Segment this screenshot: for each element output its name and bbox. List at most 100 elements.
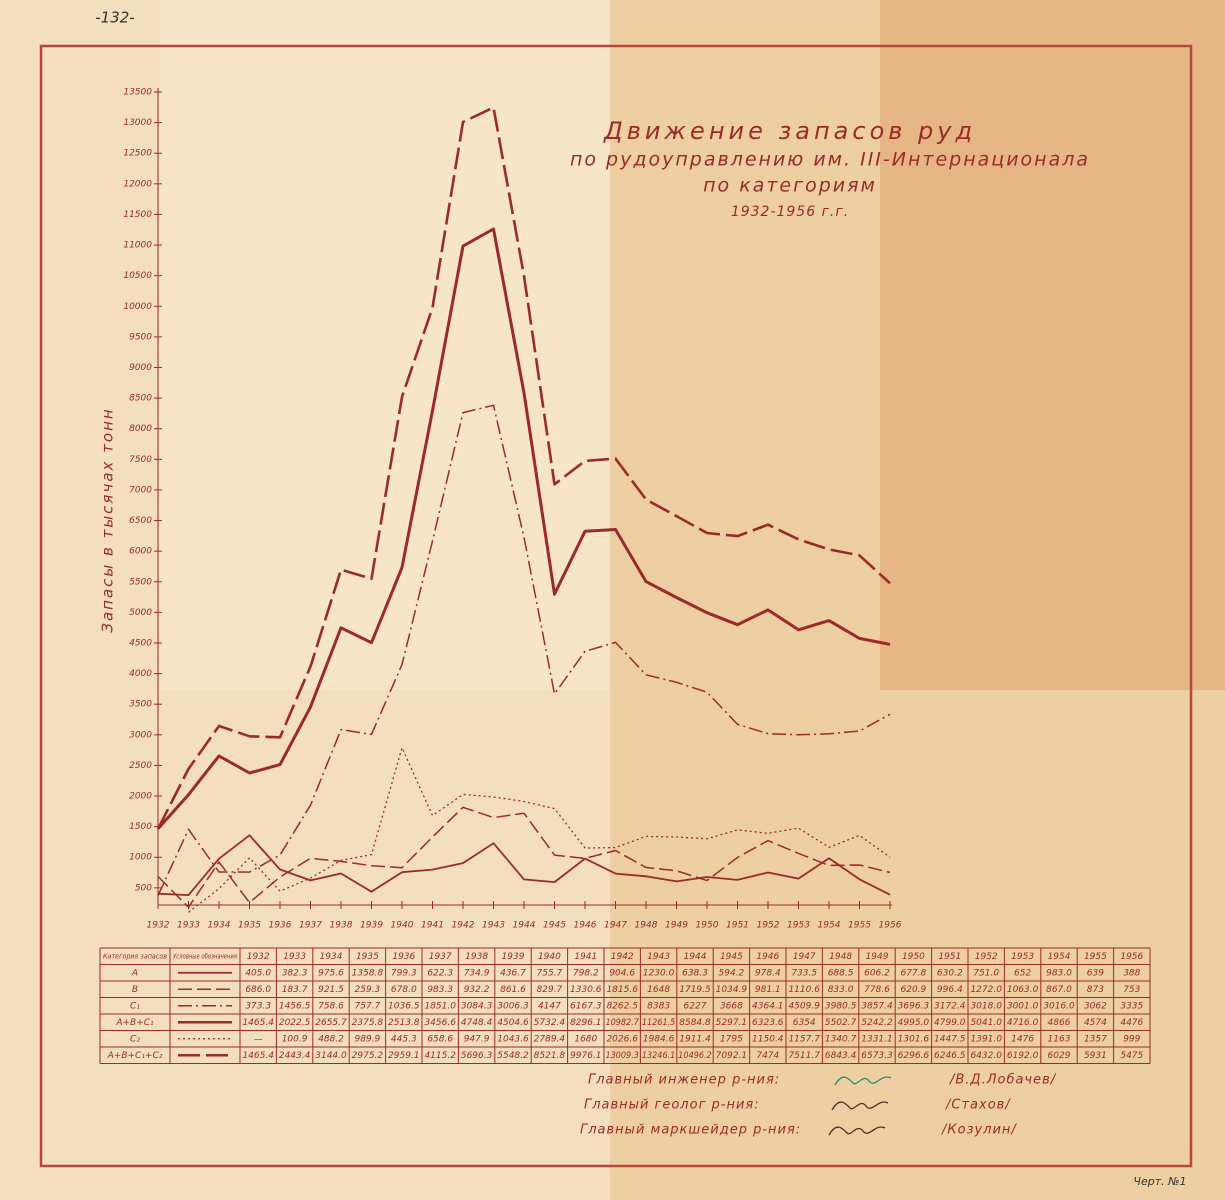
table-cell: 3084.3: [461, 1001, 493, 1011]
table-cell: 3018.0: [970, 1001, 1002, 1011]
table-cell: 921.5: [318, 985, 344, 995]
y-tick-label: 8000: [129, 424, 152, 434]
table-cell: 3696.3: [898, 1001, 930, 1011]
legend-label: C₁: [130, 1001, 140, 1011]
table-cell: 3668: [720, 1001, 743, 1011]
table-cell: 1911.4: [679, 1034, 711, 1044]
signatures: Главный инженер р-ния: /В.Д.Лобачев/Главн…: [580, 1073, 1056, 1138]
plot: 500 1000 1500 2000 2500 3000 3500 4000 4500 5000 5…: [123, 88, 901, 931]
x-tick-label: 1955: [848, 921, 871, 931]
table-cell: 1358.8: [352, 968, 384, 978]
table-cell: 8383: [647, 1001, 670, 1011]
series-line: [157, 404, 891, 896]
table-year: 1956: [1120, 952, 1143, 962]
table-cell: 5502.7: [825, 1018, 857, 1028]
signature-role: Главный инженер р-ния:: [588, 1073, 780, 1088]
chart-subtitle: по категориям: [703, 175, 877, 197]
y-axis-label: Запасы в тысячах тонн: [99, 407, 117, 632]
table-cell: 677.8: [901, 968, 927, 978]
y-tick-label: 8500: [129, 394, 152, 404]
legend-label: A+B+C₁: [115, 1018, 154, 1028]
table-cell: 1110.6: [788, 985, 820, 995]
x-tick-label: 1933: [177, 921, 200, 931]
table-cell: 2443.4: [279, 1051, 311, 1061]
table-cell: 829.7: [537, 985, 563, 995]
table-cell: 751.0: [973, 968, 999, 978]
table-year: 1949: [866, 952, 889, 962]
table-year: 1950: [902, 952, 925, 962]
table-year: 1937: [429, 952, 452, 962]
table-cell: 6029: [1048, 1051, 1071, 1061]
table-cell: 4574: [1084, 1018, 1107, 1028]
table-year: 1933: [283, 952, 306, 962]
table-cell: 4716.0: [1007, 1018, 1039, 1028]
sheet-number: Черт. №1: [1133, 1175, 1186, 1188]
table-cell: 1340.7: [825, 1034, 857, 1044]
table-cell: 4115.2: [424, 1051, 456, 1061]
table-cell: 2375.8: [352, 1018, 384, 1028]
table-cell: 6227: [684, 1001, 707, 1011]
table-cell: 6296.6: [898, 1051, 930, 1061]
x-tick-label: 1938: [330, 921, 353, 931]
table-cell: 904.6: [609, 968, 635, 978]
table-cell: 7474: [756, 1051, 779, 1061]
table-cell: 405.0: [245, 968, 271, 978]
table-cell: 3062: [1084, 1001, 1107, 1011]
y-tick-label: 11500: [123, 210, 152, 220]
table-cell: 983.0: [1046, 968, 1072, 978]
table-cell: 2026.6: [606, 1034, 638, 1044]
table-year: 1943: [647, 952, 670, 962]
table-cell: 1063.0: [1007, 985, 1039, 995]
table-year: 1947: [793, 952, 816, 962]
table-cell: 753: [1123, 985, 1140, 995]
table-cell: 3172.4: [934, 1001, 966, 1011]
table-year: 1948: [829, 952, 852, 962]
table-cell: 4995.0: [898, 1018, 930, 1028]
y-tick-label: 4500: [129, 638, 152, 648]
table-cell: 1815.6: [606, 985, 638, 995]
paper-shade: [880, 0, 1225, 690]
table-cell: 799.3: [391, 968, 417, 978]
table-year: 1938: [465, 952, 488, 962]
table-cell: 6354: [793, 1018, 816, 1028]
table-year: 1940: [538, 952, 561, 962]
table-cell: 4866: [1048, 1018, 1071, 1028]
table-cell: 8521.8: [534, 1051, 566, 1061]
table-cell: 867.0: [1046, 985, 1072, 995]
y-tick-label: 3000: [129, 730, 152, 740]
y-tick-label: 10500: [123, 271, 152, 281]
x-tick-label: 1941: [421, 921, 444, 931]
x-tick-label: 1940: [391, 921, 414, 931]
y-tick-label: 500: [135, 883, 152, 893]
y-tick-label: 5000: [129, 608, 152, 618]
table-cell: 1163: [1048, 1034, 1071, 1044]
table-cell: 4147: [538, 1001, 561, 1011]
y-tick-label: 7500: [129, 455, 152, 465]
table-cell: 757.7: [355, 1001, 381, 1011]
table-cell: 873: [1087, 985, 1104, 995]
x-tick-label: 1945: [543, 921, 566, 931]
table-year: 1941: [574, 952, 597, 962]
y-tick-label: 1500: [129, 822, 152, 832]
table-header: Категория запасов: [103, 952, 167, 960]
table-cell: 688.5: [828, 968, 854, 978]
signature-role: Главный геолог р-ния:: [584, 1098, 760, 1113]
table-cell: 1331.1: [861, 1034, 893, 1044]
table-cell: 1648: [647, 985, 670, 995]
y-tick-label: 1000: [129, 853, 152, 863]
table-cell: 4748.4: [461, 1018, 493, 1028]
x-tick-label: 1949: [665, 921, 688, 931]
table-cell: 5041.0: [970, 1018, 1002, 1028]
legend-label: A+B+C₁+C₂: [107, 1051, 163, 1061]
signature-role: Главный маркшейдер р-ния:: [580, 1123, 801, 1138]
table-cell: 5297.1: [716, 1018, 748, 1028]
table-cell: 983.3: [427, 985, 453, 995]
table-cell: 445.3: [391, 1034, 417, 1044]
signature-name: /Козулин/: [941, 1123, 1017, 1138]
table-cell: 436.7: [500, 968, 526, 978]
x-tick-label: 1951: [726, 921, 749, 931]
table-cell: 6843.4: [825, 1051, 857, 1061]
table-cell: —: [254, 1034, 263, 1044]
y-tick-label: 9500: [129, 332, 152, 342]
